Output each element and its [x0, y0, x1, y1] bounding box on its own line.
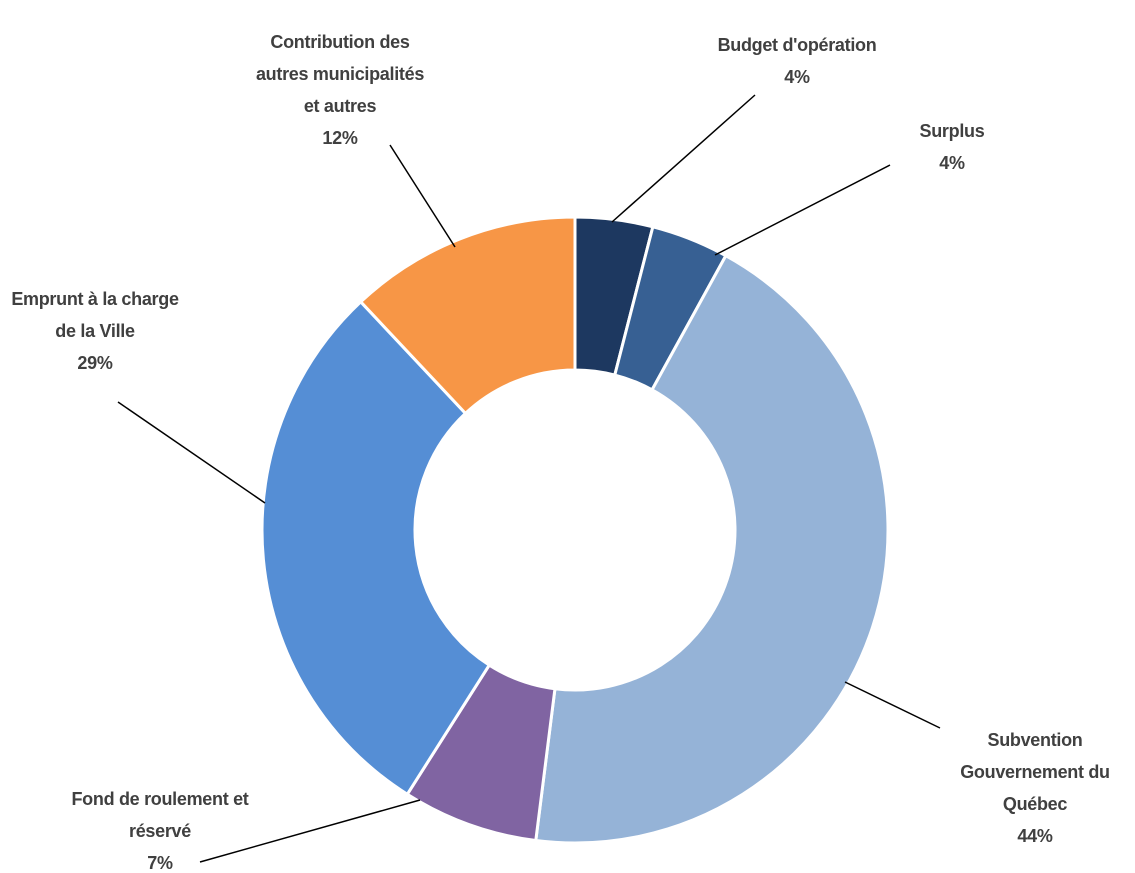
segments [260, 215, 890, 845]
data-label: Surplus 4% [892, 115, 1012, 179]
label-value: 12% [322, 128, 358, 148]
data-label: Emprunt à la charge de la Ville 29% [6, 283, 184, 379]
label-value: 4% [939, 153, 965, 173]
label-value: 29% [77, 353, 113, 373]
leader-line [714, 164, 891, 256]
leader-line [844, 681, 941, 729]
label-name: Contribution des autres municipalités et… [255, 32, 425, 116]
leader-line [611, 94, 756, 223]
data-label: Budget d'opération 4% [682, 29, 912, 93]
leader-line [389, 144, 456, 248]
donut-segment [534, 253, 890, 845]
label-name: Emprunt à la charge de la Ville [11, 289, 179, 341]
data-label: Subvention Gouvernement du Québec 44% [948, 724, 1123, 852]
label-value: 4% [784, 67, 810, 87]
label-name: Subvention Gouvernement du Québec [960, 730, 1110, 814]
label-name: Surplus [919, 121, 985, 141]
label-name: Fond de roulement et réservé [71, 789, 249, 841]
leader-line [199, 799, 421, 863]
donut-segment [260, 299, 492, 797]
label-value: 44% [1017, 826, 1053, 846]
leader-line [117, 401, 266, 504]
data-label: Fond de roulement et réservé 7% [65, 783, 255, 873]
label-name: Budget d'opération [717, 35, 877, 55]
data-label: Contribution des autres municipalités et… [251, 26, 429, 154]
donut-segment [358, 215, 577, 416]
label-value: 7% [147, 853, 173, 873]
